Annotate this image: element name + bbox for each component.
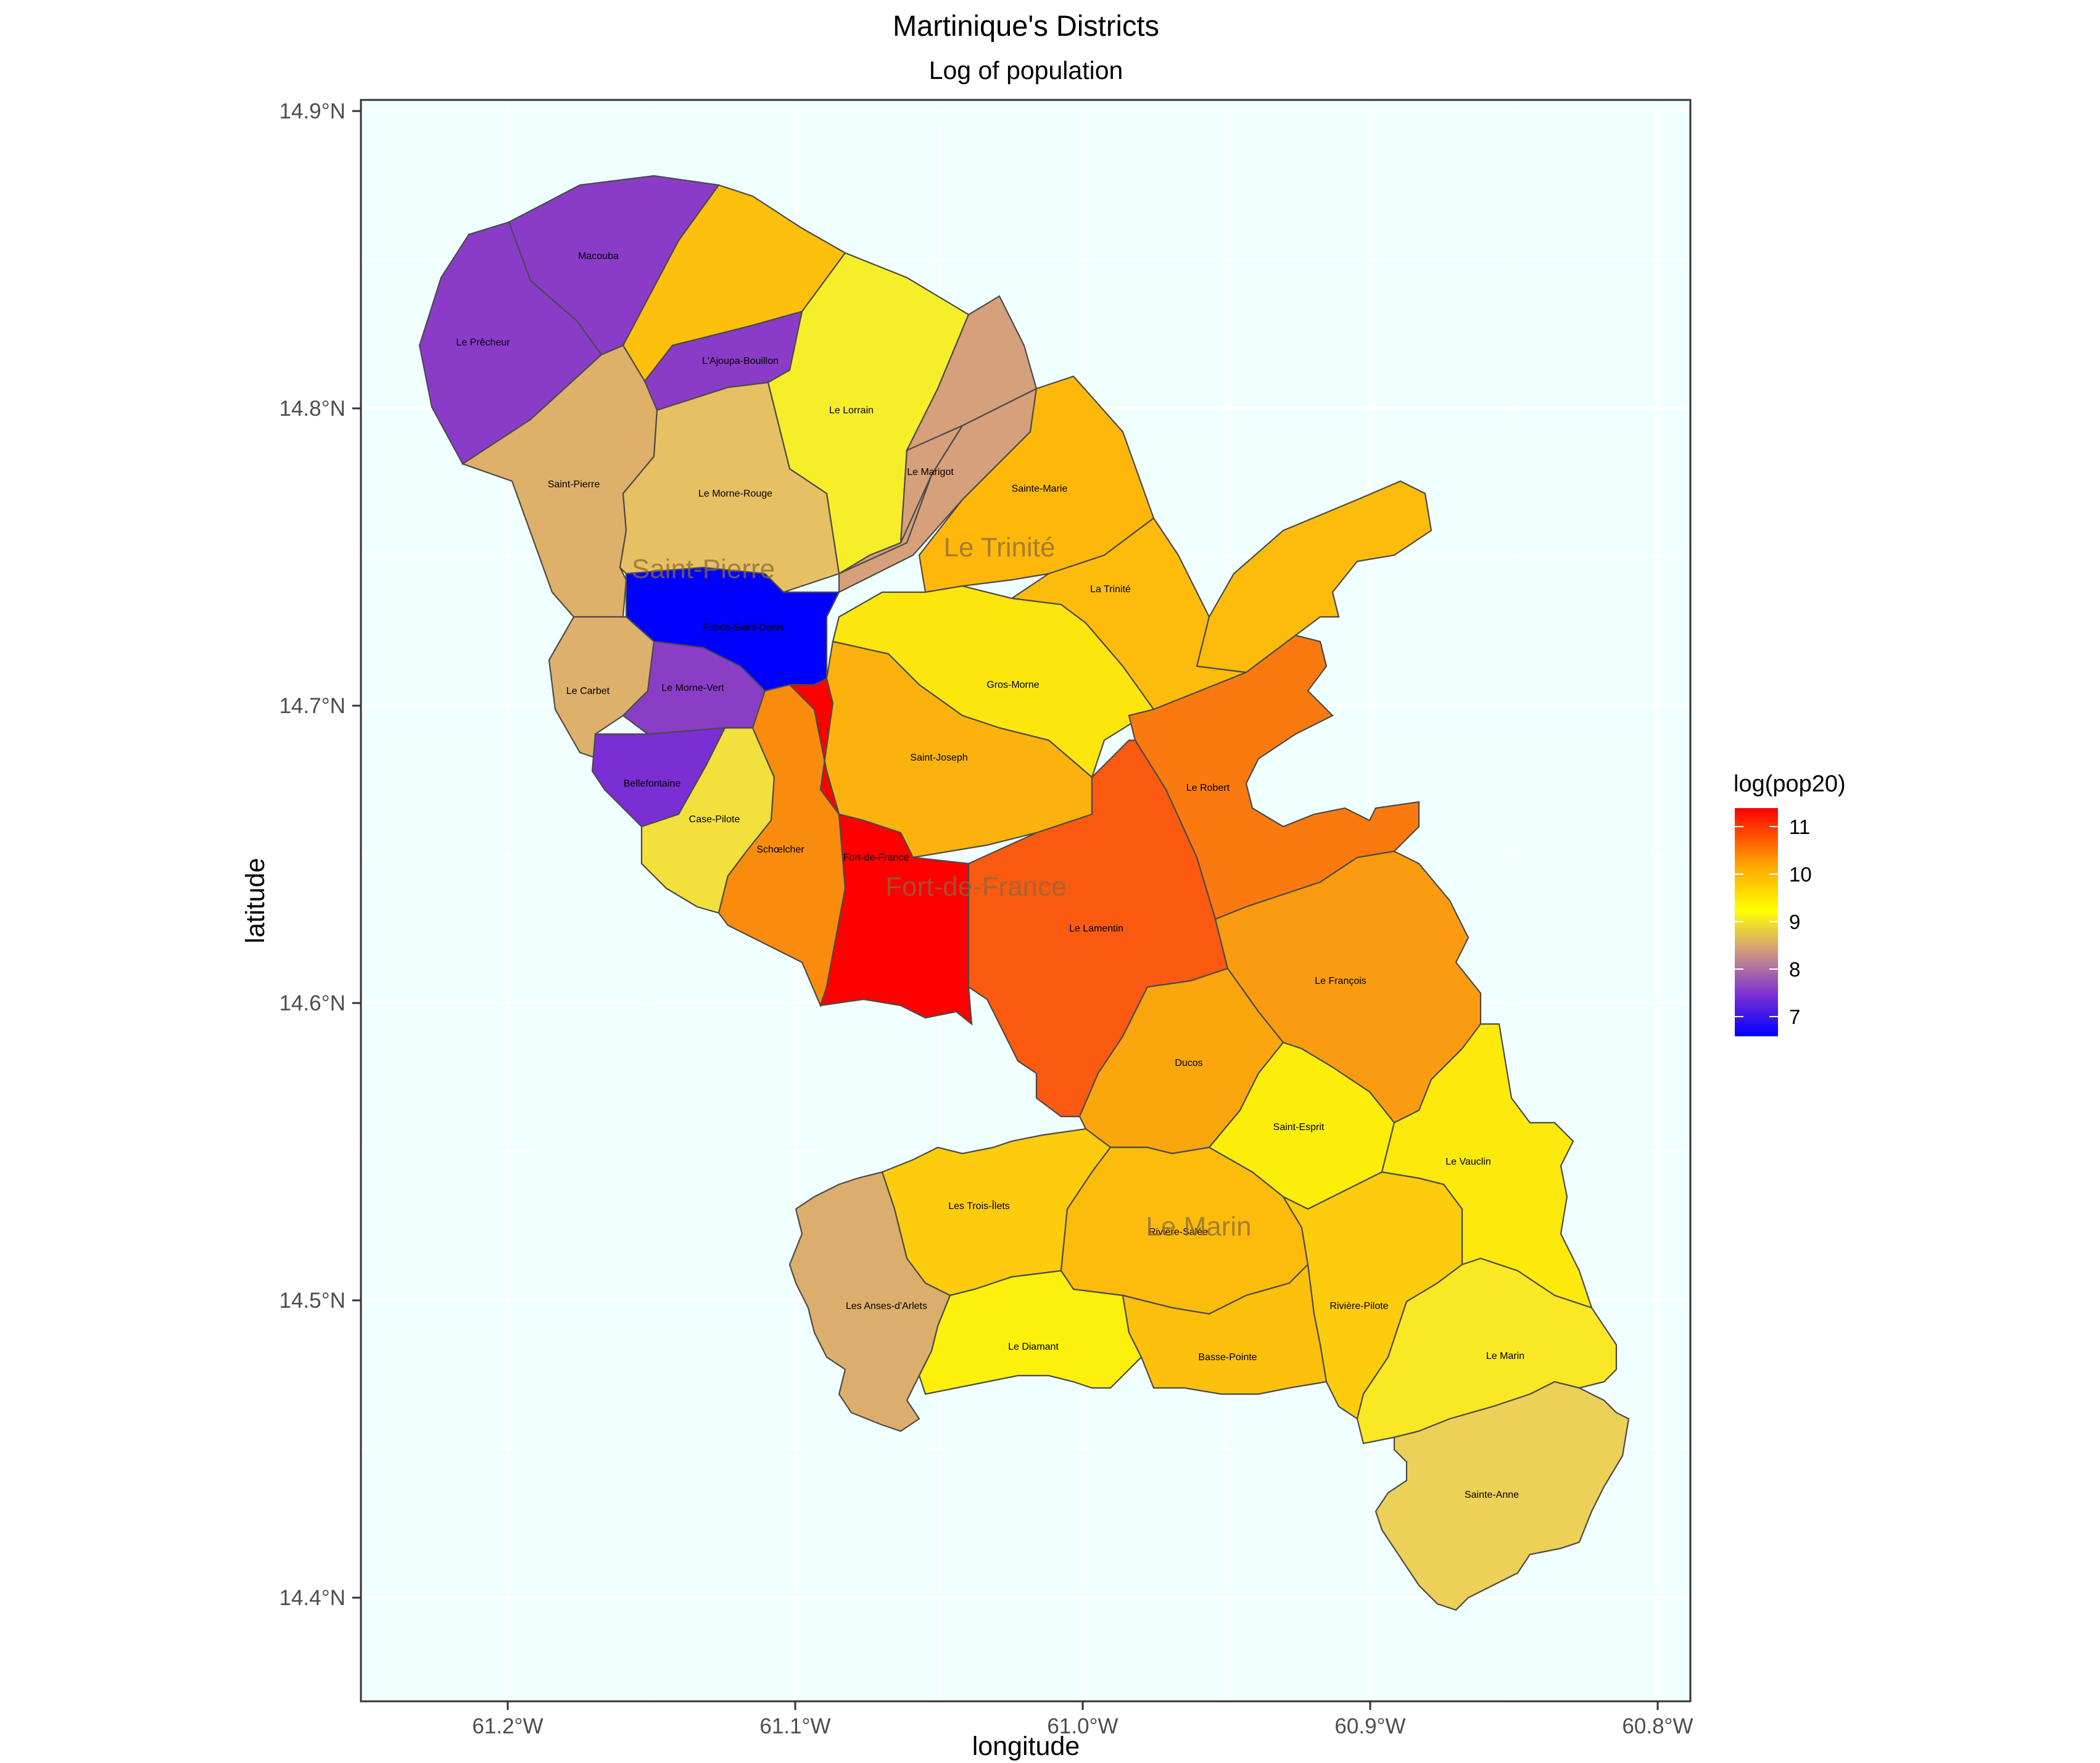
legend: log(pop20) 11 10 9 8 <box>1734 771 1846 1036</box>
district-label: Le Carbet <box>566 686 610 696</box>
district-label: Le Morne-Rouge <box>698 489 772 499</box>
panel-border <box>360 99 1692 1703</box>
district-label: Rivière-Salée <box>1149 1227 1208 1237</box>
y-tick-label: 14.5°N <box>279 1289 345 1313</box>
district-label: Saint-Joseph <box>910 753 967 763</box>
district-fort-de-france[interactable] <box>788 677 973 1026</box>
district-label: Le Diamant <box>1008 1342 1059 1352</box>
district-sainte-marie[interactable] <box>918 375 1155 593</box>
y-axis-title: latitude <box>241 858 270 944</box>
district-label: La Trinité <box>1090 584 1131 595</box>
y-tick-label: 14.9°N <box>279 99 345 123</box>
district-label: Macouba <box>578 251 619 262</box>
district-labels: Le Prêcheur Macouba L'Ajoupa-Bouillon Le… <box>456 251 1524 1500</box>
y-tick-label: 14.4°N <box>279 1586 345 1610</box>
district-label: Sainte-Anne <box>1465 1490 1519 1500</box>
district-label: Les Trois-Îlets <box>948 1200 1010 1212</box>
district-layer <box>418 175 1630 1611</box>
region-label-saint-pierre: Saint-Pierre <box>632 554 775 584</box>
district-label: Le Lorrain <box>829 405 874 416</box>
district-le-carbet[interactable] <box>548 616 655 760</box>
chart-title: Martinique's Districts <box>893 9 1159 42</box>
district-sainte-anne[interactable] <box>1375 1381 1630 1611</box>
region-label-le-trinite: Le Trinité <box>944 532 1056 563</box>
legend-tick-label: 8 <box>1789 958 1800 981</box>
y-tick-label: 14.6°N <box>279 991 345 1015</box>
region-label-le-marin: Le Marin <box>1146 1212 1251 1242</box>
chart-subtitle: Log of population <box>929 56 1123 85</box>
x-axis: 61.2°W 61.1°W 61.0°W 60.9°W 60.8°W longi… <box>472 1701 1693 1761</box>
district-label: Saint-Esprit <box>1273 1122 1325 1133</box>
district-label: Le Marin <box>1486 1351 1524 1361</box>
x-tick-label: 60.9°W <box>1334 1714 1405 1738</box>
region-label-fort-de-france: Fort-de-France <box>885 872 1066 902</box>
district-le-diamant[interactable] <box>918 1270 1143 1395</box>
legend-tick-label: 10 <box>1789 863 1812 886</box>
district-label: Le Marigot <box>907 467 954 477</box>
x-tick-label: 61.0°W <box>1047 1714 1118 1738</box>
y-tick-label: 14.8°N <box>279 397 345 421</box>
district-label: Sainte-Marie <box>1012 484 1068 494</box>
y-tick-label: 14.7°N <box>279 694 345 718</box>
district-label: Les Anses-d'Arlets <box>846 1301 927 1311</box>
district-label: Le François <box>1315 976 1366 986</box>
district-label: Saint-Pierre <box>548 479 600 490</box>
x-tick-label: 61.2°W <box>472 1714 543 1738</box>
district-label: Case-Pilote <box>689 814 740 825</box>
region-labels: Saint-Pierre Le Trinité Fort-de-France L… <box>632 532 1252 1242</box>
district-label: Le Vauclin <box>1445 1157 1491 1167</box>
district-label: Rivière-Pilote <box>1329 1301 1388 1311</box>
district-label: Le Morne-Vert <box>661 683 724 693</box>
district-label: Ducos <box>1175 1058 1202 1068</box>
district-label: Le Lamentin <box>1069 923 1123 934</box>
district-basse-pointe[interactable] <box>1122 1263 1328 1395</box>
district-label: Le Prêcheur <box>456 337 510 348</box>
legend-title: log(pop20) <box>1734 771 1846 797</box>
district-label: Schœlcher <box>756 844 804 855</box>
x-axis-title: longitude <box>972 1732 1080 1761</box>
district-label: Fonds-Saint-Denis <box>703 622 785 633</box>
district-label: Fort-de-France <box>843 853 909 863</box>
y-axis: 14.9°N 14.8°N 14.7°N 14.6°N 14.5°N 14.4°… <box>241 99 361 1610</box>
legend-tick-label: 7 <box>1789 1005 1800 1028</box>
x-tick-label: 60.8°W <box>1622 1714 1693 1738</box>
legend-tick-label: 9 <box>1789 910 1800 933</box>
district-label: Le Robert <box>1186 783 1230 793</box>
district-label: Basse-Pointe <box>1198 1352 1257 1363</box>
legend-tick-label: 11 <box>1789 815 1810 838</box>
district-label: Gros-Morne <box>986 680 1039 690</box>
district-label: Bellefontaine <box>624 778 681 789</box>
district-label: L'Ajoupa-Bouillon <box>702 356 779 366</box>
x-tick-label: 61.1°W <box>759 1714 830 1738</box>
